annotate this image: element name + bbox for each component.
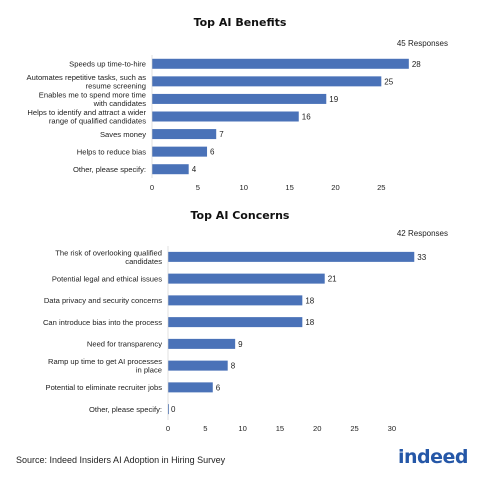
concerns-bar [168,251,415,262]
concerns-value-label: 6 [216,383,221,392]
benefits-value-label: 4 [192,165,197,174]
concerns-category-label: Can introduce bias into the process [43,318,162,327]
benefits-x-tick-label: 15 [285,183,293,192]
benefits-category-label: Helps to identify and attract a wider ran… [27,108,146,126]
benefits-value-label: 16 [302,113,311,122]
benefits-category-label: Other, please specify: [73,165,146,174]
benefits-category-label: Enables me to spend more time with candid… [39,90,146,108]
concerns-bar [168,404,169,415]
concerns-category-label: Ramp up time to get AI processes in place [48,357,162,375]
benefits-category-label: Speeds up time-to-hire [69,60,146,69]
benefits-bar [152,93,327,104]
concerns-value-label: 8 [231,362,236,371]
benefits-value-label: 25 [384,77,393,86]
concerns-bar [168,273,325,284]
concerns-bar [168,317,303,328]
concerns-value-label: 0 [171,405,176,414]
concerns-responses-label: 42 Responses [397,229,448,238]
benefits-x-tick-label: 5 [196,183,200,192]
benefits-x-tick-label: 25 [377,183,385,192]
source-note: Source: Indeed Insiders AI Adoption in H… [16,455,226,465]
concerns-bar [168,295,303,306]
benefits-bar [152,129,217,140]
benefits-x-tick-label: 0 [150,183,154,192]
benefits-category-label: Automates repetitive tasks, such as resum… [27,73,147,91]
benefits-value-label: 28 [412,60,421,69]
indeed-logo: indeed [398,446,469,468]
benefits-value-label: 7 [219,130,224,139]
concerns-category-label: Other, please specify: [89,405,162,414]
concerns-x-tick-label: 15 [276,424,284,433]
concerns-bar [168,338,236,349]
concerns-x-tick-label: 30 [388,424,396,433]
benefits-category-label: Saves money [100,130,146,139]
benefits-bar [152,164,189,175]
benefits-value-label: 19 [329,95,338,104]
concerns-category-label: Need for transparency [87,340,162,349]
concerns-bar [168,360,228,371]
concerns-x-tick-label: 5 [203,424,207,433]
benefits-x-tick-label: 10 [239,183,247,192]
concerns-category-label: Data privacy and security concerns [44,296,162,305]
concerns-value-label: 9 [238,340,243,349]
benefits-bar [152,111,299,122]
concerns-bar [168,382,213,393]
benefits-value-label: 6 [210,148,215,157]
concerns-category-label: Potential to eliminate recruiter jobs [46,383,163,392]
benefits-chart-title: Top AI Benefits [194,16,287,29]
concerns-x-tick-label: 25 [350,424,358,433]
concerns-x-tick-label: 0 [166,424,170,433]
benefits-bar [152,146,208,157]
benefits-bar [152,58,409,69]
concerns-category-label: Potential legal and ethical issues [52,274,162,283]
concerns-x-tick-label: 10 [238,424,246,433]
concerns-chart-title: Top AI Concerns [191,209,290,222]
benefits-responses-label: 45 Responses [397,39,448,48]
concerns-x-tick-label: 20 [313,424,321,433]
benefits-category-label: Helps to reduce bias [77,147,146,156]
benefits-bar [152,76,382,87]
concerns-value-label: 33 [417,253,426,262]
benefits-x-tick-label: 20 [331,183,339,192]
concerns-category-label: The risk of overlooking qualified candida… [55,248,162,266]
concerns-value-label: 18 [305,296,314,305]
concerns-value-label: 18 [305,318,314,327]
concerns-value-label: 21 [328,275,337,284]
